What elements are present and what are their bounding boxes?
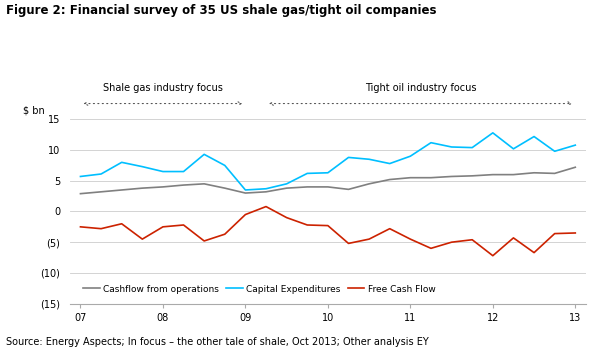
Y-axis label: $ bn: $ bn: [23, 106, 45, 115]
Text: Source: Energy Aspects; In focus – the other tale of shale, Oct 2013; Other anal: Source: Energy Aspects; In focus – the o…: [6, 338, 429, 347]
Text: Figure 2: Financial survey of 35 US shale gas/tight oil companies: Figure 2: Financial survey of 35 US shal…: [6, 4, 437, 16]
Text: Tight oil industry focus: Tight oil industry focus: [365, 83, 476, 93]
Legend: Cashflow from operations, Capital Expenditures, Free Cash Flow: Cashflow from operations, Capital Expend…: [80, 281, 439, 297]
Text: Shale gas industry focus: Shale gas industry focus: [103, 83, 223, 93]
